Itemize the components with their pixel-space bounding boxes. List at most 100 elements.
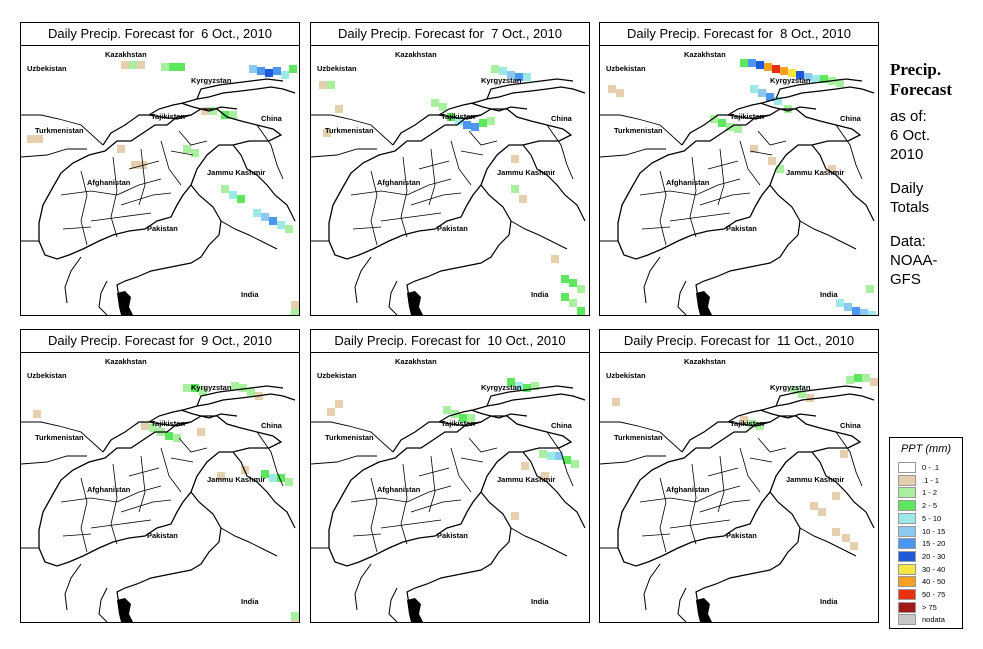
precip-cell bbox=[748, 420, 756, 428]
legend-swatch bbox=[898, 614, 916, 626]
precip-cell bbox=[796, 71, 804, 79]
country-label-kyrgyzstan: Kyrgyzstan bbox=[481, 76, 522, 85]
precip-cell bbox=[291, 612, 299, 620]
forecast-panel-2: Daily Precip. Forecast for 7 Oct., 2010 … bbox=[310, 22, 590, 316]
map-canvas: Kazakhstan Uzbekistan Kyrgyzstan Tajikistan… bbox=[600, 50, 876, 315]
panel-title: Daily Precip. Forecast for 8 Oct., 2010 bbox=[600, 23, 878, 46]
precip-cell bbox=[511, 185, 519, 193]
country-label-tajikistan: Tajikistan bbox=[730, 112, 764, 121]
side-title-line2: Forecast bbox=[890, 80, 952, 99]
precip-cell bbox=[531, 382, 539, 390]
legend-swatch bbox=[898, 525, 916, 537]
precip-cell bbox=[577, 285, 585, 293]
precip-cell bbox=[862, 374, 870, 382]
precip-cell bbox=[229, 111, 237, 119]
precip-cell bbox=[523, 73, 531, 81]
precip-cell bbox=[511, 155, 519, 163]
country-label-kyrgyzstan: Kyrgyzstan bbox=[481, 383, 522, 392]
country-label-turkmenistan: Turkmenistan bbox=[325, 433, 374, 442]
precip-cell bbox=[828, 165, 836, 173]
country-label-afghanistan: Afghanistan bbox=[377, 178, 421, 187]
country-label-kazakhstan: Kazakhstan bbox=[395, 357, 437, 366]
country-label-uzbekistan: Uzbekistan bbox=[606, 371, 646, 380]
precip-cell bbox=[748, 59, 756, 67]
country-label-pakistan: Pakistan bbox=[437, 224, 468, 233]
precip-cell bbox=[810, 502, 818, 510]
country-label-turkmenistan: Turkmenistan bbox=[35, 433, 84, 442]
precip-cell bbox=[764, 63, 772, 71]
precip-cell bbox=[806, 394, 814, 402]
precip-cell bbox=[844, 303, 852, 311]
country-label-jammu-kashmir: Jammu Kashmir bbox=[207, 168, 265, 177]
legend-label: 5 - 10 bbox=[922, 513, 942, 523]
precip-cell bbox=[281, 71, 289, 79]
precip-cell bbox=[455, 117, 463, 125]
precip-cell bbox=[561, 293, 569, 301]
panel-title: Daily Precip. Forecast for 9 Oct., 2010 bbox=[21, 330, 299, 353]
precip-map: Kazakhstan Uzbekistan Kyrgyzstan Tajikistan… bbox=[600, 352, 878, 622]
precip-map: Kazakhstan Uzbekistan Kyrgyzstan Tajikistan… bbox=[600, 45, 878, 315]
precip-cell bbox=[161, 63, 169, 71]
country-label-kazakhstan: Kazakhstan bbox=[395, 50, 437, 59]
precip-cell bbox=[173, 434, 181, 442]
country-label-afghanistan: Afghanistan bbox=[87, 178, 131, 187]
legend-label: 2 - 5 bbox=[922, 501, 938, 511]
precip-cell bbox=[774, 97, 782, 105]
precip-cell bbox=[169, 63, 177, 71]
precip-cell bbox=[177, 63, 185, 71]
precip-cell bbox=[758, 89, 766, 97]
precip-cell bbox=[860, 309, 868, 315]
precip-cell bbox=[563, 456, 571, 464]
country-label-afghanistan: Afghanistan bbox=[87, 485, 131, 494]
legend-swatch bbox=[898, 462, 916, 473]
daily-line2: Totals bbox=[890, 199, 930, 216]
asof-line1: as of: bbox=[890, 108, 927, 125]
legend-label: 30 - 40 bbox=[922, 564, 946, 574]
precip-cell bbox=[487, 117, 495, 125]
precip-cell bbox=[285, 478, 293, 486]
country-label-jammu-kashmir: Jammu Kashmir bbox=[786, 475, 844, 484]
precip-cell bbox=[261, 470, 269, 478]
precip-cell bbox=[740, 59, 748, 67]
precip-map: Kazakhstan Uzbekistan Kyrgyzstan Tajikistan… bbox=[311, 45, 589, 315]
legend-swatch bbox=[898, 512, 916, 524]
precip-cell bbox=[443, 406, 451, 414]
precip-cell bbox=[257, 67, 265, 75]
precip-cell bbox=[183, 384, 191, 392]
precip-cell bbox=[710, 115, 718, 123]
country-label-uzbekistan: Uzbekistan bbox=[317, 371, 357, 380]
precip-cell bbox=[519, 195, 527, 203]
map-canvas: Kazakhstan Uzbekistan Kyrgyzstan Tajikistan… bbox=[21, 357, 299, 622]
forecast-panel-1: Daily Precip. Forecast for 6 Oct., 2010 … bbox=[20, 22, 300, 316]
precip-cell bbox=[327, 81, 335, 89]
panel-title: Daily Precip. Forecast for 11 Oct., 2010 bbox=[600, 330, 878, 353]
country-label-jammu-kashmir: Jammu Kashmir bbox=[497, 168, 555, 177]
precip-cell bbox=[237, 195, 245, 203]
country-label-pakistan: Pakistan bbox=[147, 531, 178, 540]
precip-cell bbox=[866, 285, 874, 293]
legend-label: 1 - 2 bbox=[922, 488, 938, 498]
precip-cell bbox=[571, 460, 579, 468]
precip-cell bbox=[335, 400, 343, 408]
legend-swatch bbox=[898, 487, 916, 499]
country-label-china: China bbox=[551, 114, 573, 123]
precip-cell bbox=[756, 422, 764, 430]
asof-line3: 2010 bbox=[890, 146, 924, 163]
precip-cell bbox=[850, 542, 858, 550]
precip-cell bbox=[33, 410, 41, 418]
precip-cell bbox=[289, 65, 297, 73]
precip-cell bbox=[734, 125, 742, 133]
country-label-china: China bbox=[840, 114, 862, 123]
precip-cell bbox=[836, 299, 844, 307]
country-label-uzbekistan: Uzbekistan bbox=[317, 64, 357, 73]
precip-cell bbox=[261, 213, 269, 221]
precip-cell bbox=[121, 61, 129, 69]
daily-line1: Daily bbox=[890, 180, 924, 197]
precip-cell bbox=[137, 61, 145, 69]
legend-label: 15 - 20 bbox=[922, 539, 946, 549]
precip-cell bbox=[471, 123, 479, 131]
country-label-jammu-kashmir: Jammu Kashmir bbox=[786, 168, 844, 177]
legend-swatch bbox=[898, 563, 916, 575]
legend-swatch bbox=[898, 601, 916, 613]
precip-cell bbox=[555, 452, 563, 460]
